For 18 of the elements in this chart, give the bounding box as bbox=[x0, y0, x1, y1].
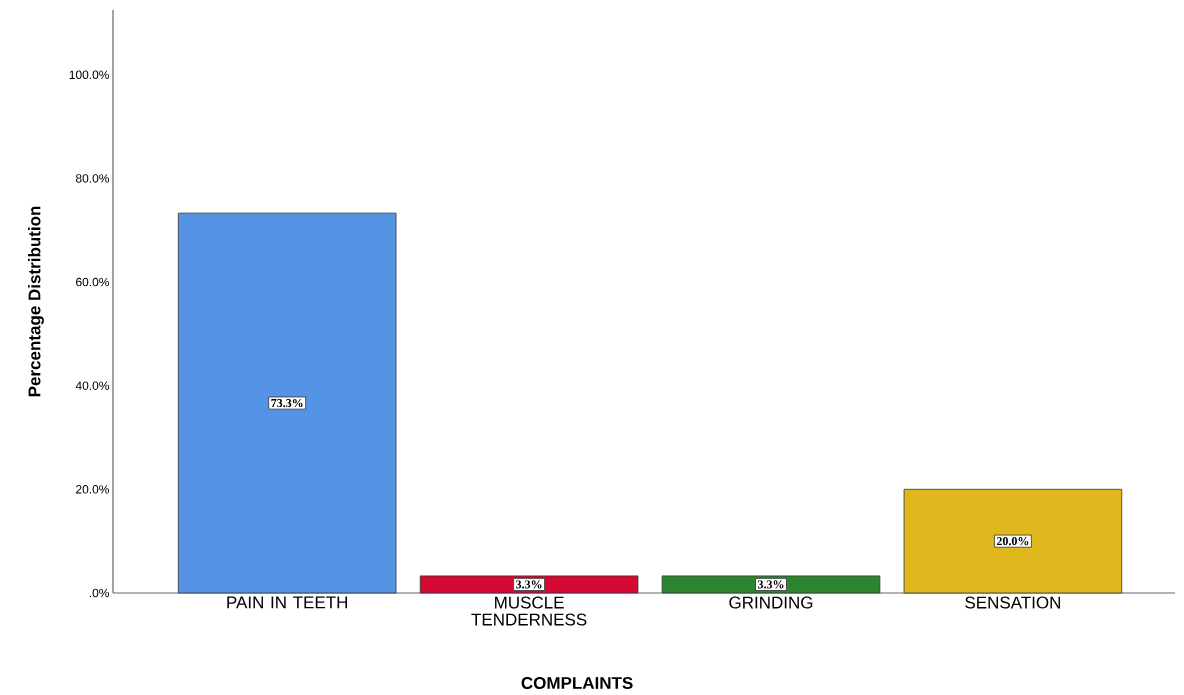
data-label: 73.3% bbox=[271, 398, 303, 408]
data-label: 3.3% bbox=[516, 580, 542, 589]
x-tick-label: PAIN IN TEETH bbox=[227, 596, 348, 609]
y-tick-label: 20.0% bbox=[76, 485, 110, 494]
data-label: 20.0% bbox=[996, 537, 1029, 546]
bar bbox=[903, 488, 1123, 594]
y-tick-label: 40.0% bbox=[75, 381, 110, 390]
bar bbox=[177, 212, 397, 594]
x-tick-label: GRINDING bbox=[729, 596, 813, 609]
x-tick-label: SENSATION bbox=[965, 596, 1061, 609]
y-tick-label: 100.0% bbox=[69, 70, 110, 80]
data-label: 3.3% bbox=[757, 580, 784, 589]
y-tick-label: 80.0% bbox=[75, 174, 110, 183]
y-tick-label: .0% bbox=[89, 588, 110, 598]
y-axis-title: Percentage Distribution bbox=[28, 206, 44, 397]
x-axis-title: COMPLAINTS bbox=[521, 676, 633, 690]
y-tick-label: 60.0% bbox=[76, 277, 110, 287]
x-tick-label: MUSCLE TENDERNESS bbox=[471, 596, 587, 626]
